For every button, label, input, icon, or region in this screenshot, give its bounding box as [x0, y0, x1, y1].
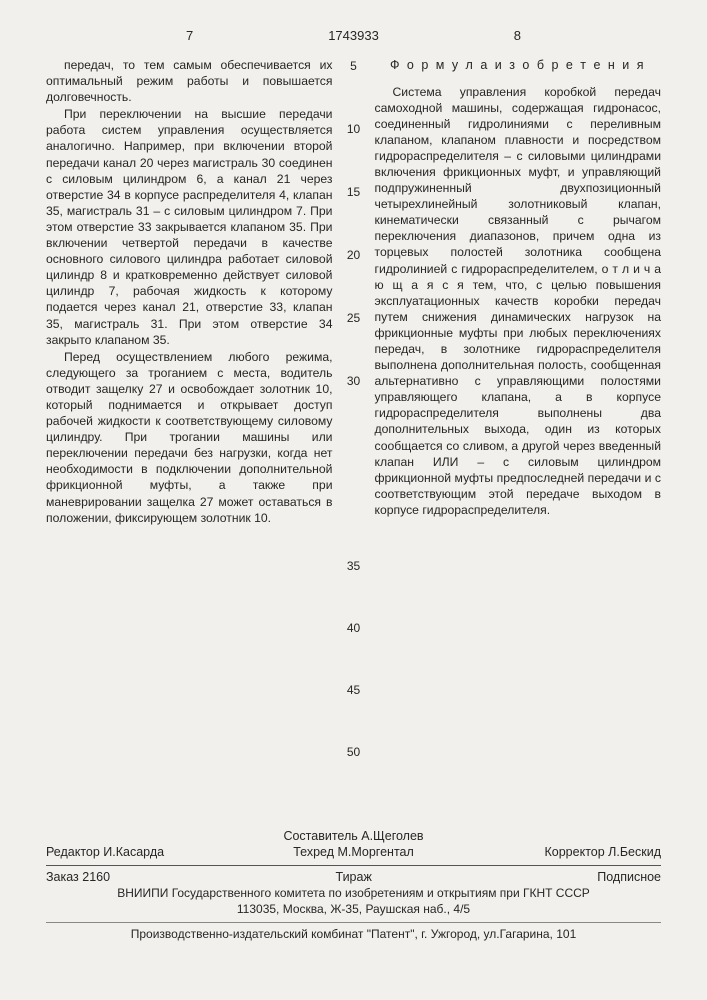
footer-publisher: Производственно-издательский комбинат "П… — [46, 927, 661, 941]
editor: Редактор И.Касарда — [46, 845, 251, 859]
text-columns: передач, то тем самым обеспечивается их … — [46, 57, 661, 527]
print-run: Тираж — [335, 870, 371, 884]
line-num: 35 — [347, 559, 360, 573]
line-num: 40 — [347, 621, 360, 635]
left-para-1: передач, то тем самым обеспечивается их … — [46, 57, 333, 105]
left-column: передач, то тем самым обеспечивается их … — [46, 57, 333, 527]
line-num: 20 — [347, 248, 360, 311]
right-para-1: Система управления коробкой передач само… — [375, 84, 662, 519]
line-num: 5 — [350, 59, 357, 122]
line-number-gutter-below: 35 40 45 50 — [46, 535, 661, 783]
techred: Техред М.Моргентал — [251, 845, 456, 859]
line-number-gutter: 5 10 15 20 25 30 — [343, 57, 365, 527]
claims-title: Ф о р м у л а и з о б р е т е н и я — [375, 57, 662, 74]
subscription: Подписное — [597, 870, 661, 884]
page-num-right: 8 — [409, 28, 661, 43]
right-column: Ф о р м у л а и з о б р е т е н и я Сист… — [375, 57, 662, 527]
line-num: 30 — [347, 374, 360, 437]
compiler: Составитель А.Щеголев — [251, 829, 456, 843]
line-num: 50 — [347, 745, 360, 759]
footer-line-1: ВНИИПИ Государственного комитета по изоб… — [46, 886, 661, 900]
order-row: Заказ 2160 Тираж Подписное — [46, 870, 661, 884]
line-num: 10 — [347, 122, 360, 185]
page: 7 1743933 8 передач, то тем самым обеспе… — [0, 0, 707, 1000]
corrector: Корректор Л.Бескид — [456, 845, 661, 859]
page-num-left: 7 — [46, 28, 298, 43]
line-num: 25 — [347, 311, 360, 374]
divider-thin — [46, 922, 661, 923]
order-number: Заказ 2160 — [46, 870, 110, 884]
credits-empty — [46, 829, 251, 843]
credits-block: Составитель А.Щеголев Редактор И.Касарда… — [46, 829, 661, 859]
page-header: 7 1743933 8 — [46, 28, 661, 43]
footer-block: ВНИИПИ Государственного комитета по изоб… — [46, 886, 661, 916]
footer-line-3: Производственно-издательский комбинат "П… — [46, 927, 661, 941]
left-para-2: При переключении на высшие передачи рабо… — [46, 106, 333, 347]
credits-empty — [456, 829, 661, 843]
left-para-3: Перед осуществлением любого режима, след… — [46, 349, 333, 526]
doc-number: 1743933 — [298, 28, 410, 43]
line-num: 45 — [347, 683, 360, 697]
divider — [46, 865, 661, 866]
footer-line-2: 113035, Москва, Ж-35, Раушская наб., 4/5 — [46, 902, 661, 916]
line-num: 15 — [347, 185, 360, 248]
